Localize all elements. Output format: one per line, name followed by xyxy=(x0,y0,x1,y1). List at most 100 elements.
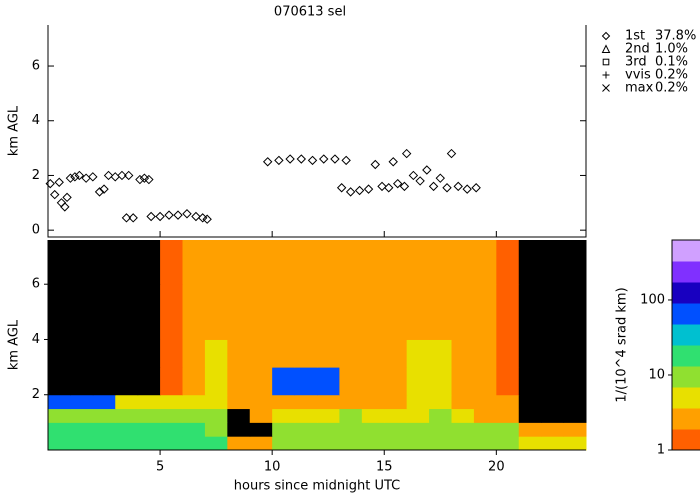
heatmap-cell xyxy=(429,284,452,340)
point xyxy=(363,184,374,194)
heatmap-cell xyxy=(406,367,430,396)
point xyxy=(117,170,127,181)
heatmap-cell xyxy=(361,367,385,396)
point xyxy=(336,183,347,193)
legend-share: 0.2% xyxy=(655,81,688,96)
heatmap-cell xyxy=(249,284,273,340)
point xyxy=(94,187,105,197)
heatmap-cell xyxy=(384,367,408,396)
point xyxy=(146,211,156,222)
heatmap-cell xyxy=(451,422,475,437)
heatmap-cell xyxy=(249,240,273,285)
heatmap-cell xyxy=(70,284,94,340)
heatmap-cell xyxy=(451,394,475,410)
legend-marker xyxy=(602,71,610,79)
x-axis-label: hours since midnight UTC xyxy=(234,479,400,494)
heatmap-cell xyxy=(317,240,340,285)
point xyxy=(330,154,340,164)
heatmap-cell xyxy=(92,284,116,340)
heatmap-cell xyxy=(429,436,452,451)
heatmap-cell xyxy=(429,240,452,285)
colorbar-swatch xyxy=(672,408,700,430)
heatmap-cell xyxy=(70,436,94,451)
heatmap-cell xyxy=(339,394,363,410)
heatmap-cell xyxy=(294,339,318,368)
heatmap-cell xyxy=(204,422,228,437)
heatmap-cell xyxy=(518,436,542,451)
heatmap-cell xyxy=(227,284,251,340)
heatmap-cell xyxy=(339,240,363,285)
heatmap-cell xyxy=(92,339,116,368)
heatmap-cell xyxy=(160,284,183,340)
point xyxy=(182,209,192,219)
heatmap-cell xyxy=(272,394,296,410)
heatmap-cell xyxy=(518,394,542,410)
heatmap-cell xyxy=(451,284,475,340)
heatmap-cell xyxy=(70,422,94,437)
point xyxy=(123,170,134,181)
heatmap-cell xyxy=(451,436,475,451)
heatmap-cell xyxy=(204,394,228,410)
colorbar-swatch xyxy=(672,366,700,388)
legend-share: 0.2% xyxy=(655,68,688,83)
point xyxy=(144,174,154,185)
heatmap-cell xyxy=(361,240,385,285)
point xyxy=(388,157,398,167)
heatmap-cell xyxy=(384,436,408,451)
heatmap-cell xyxy=(272,240,296,285)
heatmap-cell xyxy=(339,339,363,368)
heatmap-cell xyxy=(70,394,94,410)
heatmap-cell xyxy=(272,367,296,396)
axis-frame xyxy=(47,240,586,451)
heatmap-cell xyxy=(182,240,206,285)
heatmap-cell xyxy=(272,436,296,451)
heatmap-cell xyxy=(429,339,452,368)
point xyxy=(435,173,445,183)
heatmap-cell xyxy=(384,339,408,368)
point xyxy=(173,210,183,220)
heatmap-cell xyxy=(406,408,430,423)
heatmap-cell xyxy=(518,339,542,368)
legend-share: 0.1% xyxy=(655,55,688,70)
point xyxy=(50,189,60,200)
chart-title: 070613 sel xyxy=(274,5,346,20)
heatmap-cell xyxy=(541,367,565,396)
heatmap-cell xyxy=(227,422,251,437)
legend-label: vvis xyxy=(625,68,651,83)
colorbar-swatch xyxy=(672,387,700,409)
axis-frame xyxy=(47,25,587,238)
heatmap-cell xyxy=(384,284,408,340)
heatmap-cell xyxy=(115,436,139,451)
point xyxy=(446,148,457,159)
heatmap-cell xyxy=(317,284,340,340)
heatmap-cell xyxy=(518,240,542,285)
x-tick-label: 15 xyxy=(376,460,393,475)
point xyxy=(370,159,380,170)
colorbar-swatch xyxy=(672,303,700,325)
point xyxy=(191,211,201,222)
heatmap-cell xyxy=(473,394,497,410)
colorbar-tick-label: 100 xyxy=(640,292,665,307)
heatmap-cell xyxy=(518,367,542,396)
point xyxy=(128,213,138,223)
heatmap-cell xyxy=(204,339,228,368)
heatmap-cell xyxy=(339,284,363,340)
heatmap-cell xyxy=(429,394,452,410)
heatmap-cell xyxy=(48,394,71,410)
colorbar-swatch xyxy=(672,429,700,451)
heatmap-cell xyxy=(227,436,251,451)
heatmap-cell xyxy=(496,408,520,423)
heatmap-cell xyxy=(92,408,116,423)
heatmap-cell xyxy=(294,284,318,340)
heatmap-cell xyxy=(48,367,71,396)
heatmap-cell xyxy=(294,408,318,423)
y-tick-label: 6 xyxy=(32,277,40,292)
point xyxy=(399,181,410,192)
heatmap-cell xyxy=(48,408,71,423)
heatmap-cell xyxy=(115,422,139,437)
heatmap-cell xyxy=(317,422,340,437)
heatmap-cell xyxy=(541,422,565,437)
y-axis-label: km AGL xyxy=(7,319,22,370)
y-tick-label: 4 xyxy=(32,113,40,128)
heatmap-cell xyxy=(204,367,228,396)
